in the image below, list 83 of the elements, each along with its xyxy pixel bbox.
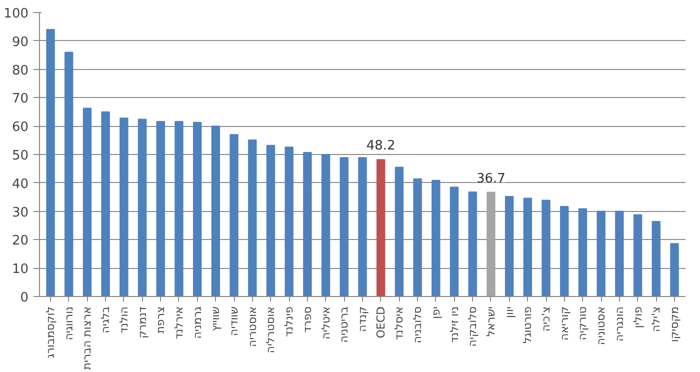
y-tick-label: 20 xyxy=(12,234,29,249)
bar xyxy=(340,157,348,296)
x-tick-label: נורווגיה xyxy=(62,306,76,340)
x-tick-label: שוודיה xyxy=(228,306,241,336)
bar xyxy=(615,210,624,296)
x-tick-label: לוקסמבורג xyxy=(44,306,58,358)
y-tick-label: 30 xyxy=(12,205,29,220)
x-tick-label: ספרד xyxy=(300,306,314,333)
x-tick-label: פולין xyxy=(631,306,644,328)
x-tick-label: דנמרק xyxy=(136,306,149,338)
x-tick-label: צרפת xyxy=(154,306,168,334)
y-tick-label: 100 xyxy=(4,6,29,22)
x-tick-label: קנדה xyxy=(356,306,369,332)
x-tick-label: קוריאה xyxy=(558,306,571,341)
bar xyxy=(670,243,679,296)
x-tick-label: צ'ילה xyxy=(650,306,663,332)
x-tick-label: איטליה xyxy=(319,306,332,340)
x-tick-label: גרמניה xyxy=(190,306,204,339)
x-tick-label: יוון xyxy=(502,306,516,318)
bar xyxy=(64,52,74,296)
x-tick-label: ישראל xyxy=(484,306,498,337)
x-tick-label: בלגיה xyxy=(99,306,112,334)
bar xyxy=(504,196,514,296)
x-tick-label: איסלנד xyxy=(392,306,406,340)
x-tick-label: אירלנד xyxy=(172,306,186,340)
bar xyxy=(376,159,386,296)
bar xyxy=(284,146,294,296)
bar xyxy=(248,140,257,296)
y-tick-label: 0 xyxy=(20,290,29,306)
x-tick-label: הונגריה xyxy=(612,306,626,342)
bar xyxy=(303,152,312,296)
bar xyxy=(432,180,440,296)
x-tick-label: בריטניה xyxy=(338,306,351,343)
bar xyxy=(321,154,330,296)
x-tick-label: שווייץ xyxy=(209,306,222,332)
bar xyxy=(156,121,165,296)
bar xyxy=(633,214,642,296)
bar xyxy=(82,108,92,296)
data-label: 36.7 xyxy=(476,171,506,186)
bar xyxy=(523,198,532,296)
x-tick-label: ניו זילנד xyxy=(448,306,461,343)
y-tick-label: 60 xyxy=(12,120,29,136)
bar xyxy=(578,208,588,296)
x-tick-label: אוסטרליה xyxy=(264,306,278,354)
x-tick-label: צ'כיה xyxy=(540,306,553,332)
bar xyxy=(358,157,367,296)
x-tick-label: הולנד xyxy=(117,306,130,334)
x-tick-label: סלובקיה xyxy=(466,306,480,347)
x-tick-label: יפן xyxy=(429,306,442,319)
bar xyxy=(468,191,477,296)
bar xyxy=(596,210,606,296)
bar xyxy=(211,126,220,296)
y-tick-label: 90 xyxy=(12,34,29,50)
x-tick-label: ארצות הברית xyxy=(80,306,94,370)
x-tick-label: טורקיה xyxy=(576,306,590,340)
bar xyxy=(413,178,422,296)
x-tick-label: סלובניה xyxy=(411,306,424,344)
bar xyxy=(266,144,276,296)
y-tick-label: 70 xyxy=(12,92,29,107)
bar xyxy=(101,111,110,296)
bar xyxy=(46,29,55,296)
bar xyxy=(560,206,569,296)
x-tick-label: אוסטריה xyxy=(246,306,259,347)
bar xyxy=(120,118,128,296)
bar xyxy=(394,166,404,296)
x-tick-label: אסטוניה xyxy=(594,306,608,346)
x-tick-label: מקסיקו xyxy=(668,306,681,342)
bar xyxy=(138,118,147,296)
y-tick-label: 50 xyxy=(12,148,29,164)
x-tick-label: פינלנד xyxy=(282,306,296,337)
bar xyxy=(192,122,202,296)
bar xyxy=(450,186,459,296)
x-tick-label: פורטוגל xyxy=(521,306,534,344)
y-tick-label: 10 xyxy=(12,262,29,278)
x-tick-label: OECD xyxy=(374,306,388,338)
bar xyxy=(174,121,184,296)
data-label: 48.2 xyxy=(366,138,396,154)
y-tick-label: 40 xyxy=(12,176,29,192)
bar xyxy=(542,200,550,296)
bar xyxy=(230,134,238,296)
y-tick-label: 80 xyxy=(12,63,29,78)
bar xyxy=(652,221,660,296)
bar xyxy=(486,192,496,296)
